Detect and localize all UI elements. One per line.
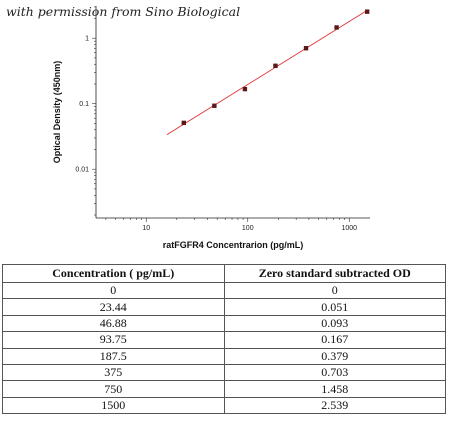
data-point [181, 120, 186, 126]
cell-concentration: 0 [2, 281, 225, 300]
cell-concentration: 750 [2, 380, 225, 398]
standard-data-table: Concentration ( pg/mL) Zero standard sub… [2, 264, 446, 415]
y-axis-title: Optical Density (450nm) [52, 61, 62, 164]
data-point [273, 63, 278, 68]
table-row: 187.5 0.379 [2, 347, 446, 365]
table-row: 46.88 0.093 [2, 314, 446, 333]
fit-line [166, 9, 368, 135]
cell-concentration: 46.88 [2, 314, 225, 333]
header-concentration: Concentration ( pg/mL) [2, 264, 225, 283]
x-tick-label: 10 [142, 225, 150, 232]
table-row: 23.44 0.051 [2, 298, 446, 316]
chart-axes [95, 6, 370, 219]
cell-od: 0.167 [223, 331, 446, 349]
table-row: 375 0.703 [2, 363, 446, 382]
y-tick-label: 1 [85, 36, 89, 43]
header-od: Zero standard subtracted OD [223, 264, 446, 283]
cell-od: 0.051 [223, 298, 446, 316]
cell-od: 0 [223, 281, 446, 300]
data-points-group [181, 9, 370, 126]
permission-watermark: with permission from Sino Biological [6, 4, 241, 19]
cell-concentration: 375 [2, 363, 225, 382]
y-tick-label: 0.01 [75, 167, 89, 174]
cell-concentration: 23.44 [2, 298, 225, 316]
cell-od: 0.379 [223, 347, 446, 365]
cell-concentration: 187.5 [2, 347, 225, 365]
x-tick-label: 1000 [341, 225, 357, 232]
cell-od: 0.093 [223, 314, 446, 333]
table-row: 1500 2.539 [2, 396, 446, 415]
table-row: 750 1.458 [2, 380, 446, 398]
x-axis-title: ratFGFR4 Concentrarion (pg/mL) [163, 240, 304, 250]
od-standard-curve-chart: 10 100 1000 0.01 0.1 1 ratFGFR4 Concentrarion… [52, 6, 370, 250]
data-point [242, 86, 248, 92]
cell-od: 0.703 [223, 363, 446, 382]
table-row: 93.75 0.167 [2, 331, 446, 349]
data-point [364, 9, 370, 14]
cell-concentration: 93.75 [2, 331, 225, 349]
table-header-row: Concentration ( pg/mL) Zero standard sub… [2, 264, 446, 283]
cell-concentration: 1500 [2, 396, 225, 415]
data-point [212, 103, 217, 108]
chart-ticks: 10 100 1000 0.01 0.1 1 [75, 6, 357, 232]
y-tick-label: 0.1 [79, 101, 89, 108]
data-point [303, 46, 309, 51]
data-point [334, 25, 339, 30]
fit-line-group [166, 9, 368, 135]
x-tick-label: 100 [242, 225, 254, 232]
cell-od: 2.539 [223, 396, 446, 415]
cell-od: 1.458 [223, 380, 446, 398]
